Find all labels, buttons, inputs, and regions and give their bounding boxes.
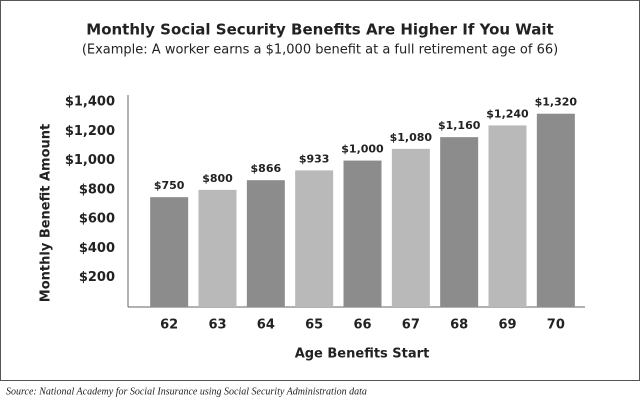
y-axis-label: Monthly Benefit Amount bbox=[39, 124, 54, 302]
chart-title: Monthly Social Security Benefits Are Hig… bbox=[86, 21, 553, 39]
y-tick-label: $1,200 bbox=[65, 124, 115, 139]
value-label: $1,160 bbox=[438, 119, 481, 132]
value-label: $933 bbox=[299, 152, 330, 165]
value-label: $750 bbox=[154, 179, 185, 192]
x-tick-label: 66 bbox=[353, 318, 371, 333]
value-label: $1,320 bbox=[535, 96, 578, 109]
y-tick-label: $400 bbox=[79, 241, 115, 256]
x-tick-label: 69 bbox=[498, 318, 516, 333]
value-label: $1,240 bbox=[486, 107, 529, 120]
value-label: $800 bbox=[202, 172, 233, 185]
bar bbox=[391, 148, 430, 307]
value-label: $1,000 bbox=[341, 143, 384, 156]
x-tick-label: 68 bbox=[450, 318, 468, 333]
y-tick-label: $200 bbox=[79, 270, 115, 285]
x-tick-label: 70 bbox=[547, 318, 565, 333]
y-tick-label: $800 bbox=[79, 182, 115, 197]
value-label: $1,080 bbox=[390, 131, 433, 144]
bar bbox=[246, 180, 285, 307]
bar bbox=[488, 125, 527, 307]
bar bbox=[536, 113, 575, 307]
bar bbox=[295, 170, 334, 307]
x-tick-label: 67 bbox=[402, 318, 420, 333]
x-axis-label: Age Benefits Start bbox=[295, 347, 430, 362]
y-tick-label: $1,000 bbox=[65, 153, 115, 168]
x-tick-label: 65 bbox=[305, 318, 323, 333]
x-tick-label: 63 bbox=[208, 318, 226, 333]
bar bbox=[343, 160, 382, 307]
y-tick-label: $1,400 bbox=[65, 95, 115, 110]
bar bbox=[440, 137, 479, 307]
value-label: $866 bbox=[251, 162, 282, 175]
bar bbox=[198, 189, 237, 307]
x-tick-label: 64 bbox=[257, 318, 275, 333]
y-tick-label: $600 bbox=[79, 212, 115, 227]
x-tick-label: 62 bbox=[160, 318, 178, 333]
chart-subtitle: (Example: A worker earns a $1,000 benefi… bbox=[82, 43, 558, 58]
bar bbox=[150, 197, 189, 307]
source-note: Source: National Academy for Social Insu… bbox=[6, 386, 367, 397]
